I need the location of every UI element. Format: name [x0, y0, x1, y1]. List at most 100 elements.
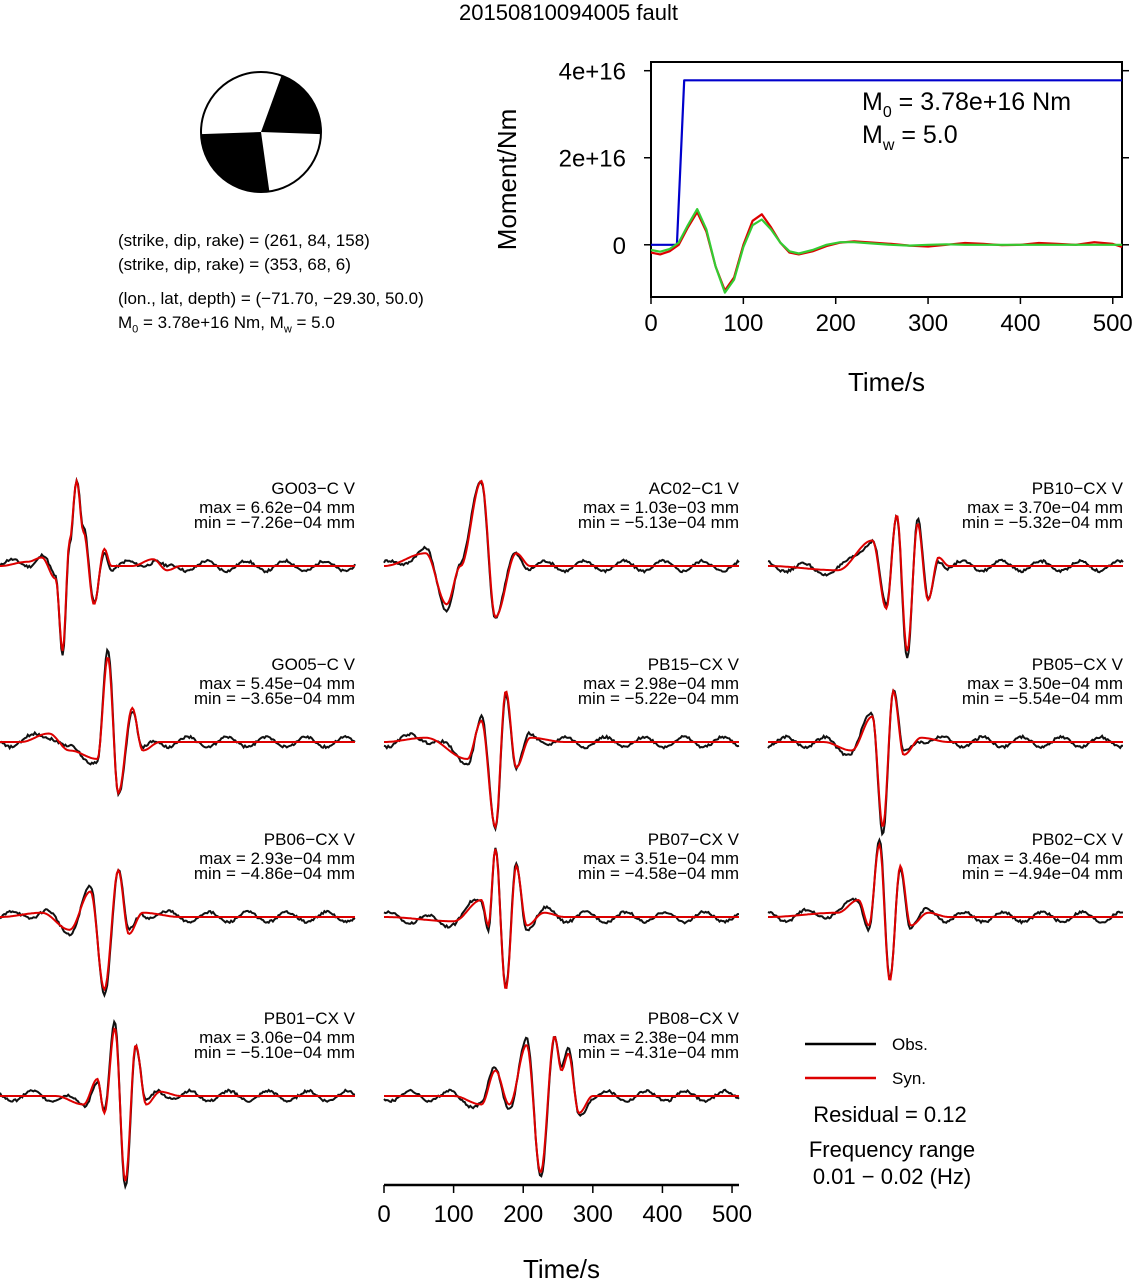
station-name: GO05−C V	[271, 655, 355, 674]
y-tick-label: 0	[613, 233, 626, 260]
legend-syn-label: Syn.	[892, 1069, 926, 1088]
frequency-range-value: 0.01 − 0.02 (Hz)	[813, 1164, 971, 1189]
waveform-legend: Obs. Syn. Residual = 0.12 Frequency range0.…	[805, 1035, 975, 1189]
series-line-2	[650, 208, 1122, 294]
x-tick-label: 0	[644, 310, 657, 337]
station-name: PB07−CX V	[648, 830, 740, 849]
time-axis-label: Time/s	[523, 1254, 600, 1281]
time-axis-tick-label: 500	[712, 1201, 752, 1228]
figure-title: 20150810094005 fault	[459, 0, 678, 25]
moment-magnitude-label: M0 = 3.78e+16 Nm, Mw = 5.0	[118, 313, 335, 336]
observed-trace	[383, 692, 740, 833]
station-name: PB08−CX V	[648, 1009, 740, 1028]
observed-trace	[767, 513, 1124, 659]
station-max: max = 5.45e−04 mm	[199, 674, 355, 693]
station-name: PB05−CX V	[1032, 655, 1124, 674]
observed-trace	[383, 847, 739, 987]
station-min: min = −5.32e−04 mm	[962, 513, 1123, 532]
synthetic-trace	[768, 841, 1123, 981]
station-name: GO03−C V	[271, 479, 355, 498]
synthetic-trace	[384, 479, 739, 619]
synthetic-trace	[0, 656, 355, 796]
x-tick-label: 400	[1000, 310, 1040, 337]
station-name: PB06−CX V	[264, 830, 356, 849]
station-min: min = −5.54e−04 mm	[962, 689, 1123, 708]
station-name: PB02−CX V	[1032, 830, 1124, 849]
compressional-quadrant	[201, 132, 270, 192]
synthetic-trace	[384, 848, 739, 990]
observed-trace	[767, 688, 1123, 837]
station-max: max = 1.03e−03 mm	[583, 498, 739, 517]
station-name: PB01−CX V	[264, 1009, 356, 1028]
station-min: min = −5.13e−04 mm	[578, 513, 739, 532]
location-label: (lon., lat, depth) = (−71.70, −29.30, 50…	[118, 289, 424, 308]
station-name: AC02−C1 V	[649, 479, 740, 498]
station-min: min = −4.31e−04 mm	[578, 1043, 739, 1062]
x-tick-label: 500	[1093, 310, 1133, 337]
time-axis-tick-label: 300	[573, 1201, 613, 1228]
synthetic-trace	[0, 477, 355, 652]
nodal-plane-1-label: (strike, dip, rake) = (261, 84, 158)	[118, 231, 370, 250]
station-max: max = 2.38e−04 mm	[583, 1028, 739, 1047]
series-line-0	[651, 79, 1122, 246]
residual-label: Residual = 0.12	[813, 1102, 967, 1127]
frequency-range-title: Frequency range	[809, 1137, 975, 1162]
synthetic-trace	[0, 1027, 355, 1182]
station-max: max = 3.50e−04 mm	[967, 674, 1123, 693]
station-max: max = 3.06e−04 mm	[199, 1028, 355, 1047]
time-axis-tick-label: 0	[377, 1201, 390, 1228]
synthetic-trace	[384, 690, 739, 830]
y-tick-label: 4e+16	[559, 59, 626, 86]
observed-trace	[0, 868, 356, 998]
annotation-mw: Mw = 5.0	[862, 121, 958, 154]
station-max: max = 3.46e−04 mm	[967, 849, 1123, 868]
y-tick-label: 2e+16	[559, 146, 626, 173]
observed-trace	[383, 1035, 740, 1178]
series-line-1	[650, 211, 1123, 292]
station-min: min = −7.26e−04 mm	[194, 513, 355, 532]
station-min: min = −5.10e−04 mm	[194, 1043, 355, 1062]
legend-obs-label: Obs.	[892, 1035, 928, 1054]
station-name: PB10−CX V	[1032, 479, 1124, 498]
compressional-quadrant	[261, 75, 321, 135]
station-max: max = 3.51e−04 mm	[583, 849, 739, 868]
synthetic-trace	[768, 688, 1123, 828]
station-max: max = 6.62e−04 mm	[199, 498, 355, 517]
station-min: min = −4.58e−04 mm	[578, 864, 739, 883]
station-min: min = −3.65e−04 mm	[194, 689, 355, 708]
x-tick-label: 300	[908, 310, 948, 337]
synthetic-trace	[768, 514, 1123, 652]
station-min: min = −5.22e−04 mm	[578, 689, 739, 708]
station-min: min = −4.86e−04 mm	[194, 864, 355, 883]
time-axis-tick-label: 400	[642, 1201, 682, 1228]
y-axis-label: Moment/Nm	[492, 109, 522, 251]
nodal-plane-2-label: (strike, dip, rake) = (353, 68, 6)	[118, 255, 351, 274]
synthetic-trace	[0, 868, 355, 992]
x-tick-label: 200	[816, 310, 856, 337]
observed-trace	[383, 480, 740, 619]
x-axis-label: Time/s	[848, 367, 925, 397]
observed-trace	[0, 1019, 356, 1190]
station-min: min = −4.94e−04 mm	[962, 864, 1123, 883]
observed-trace	[767, 837, 1123, 979]
focal-mechanism-beachball	[200, 71, 322, 193]
x-tick-label: 100	[723, 310, 763, 337]
station-max: max = 3.70e−04 mm	[967, 498, 1123, 517]
station-name: PB15−CX V	[648, 655, 740, 674]
synthetic-trace	[384, 1036, 739, 1173]
station-max: max = 2.98e−04 mm	[583, 674, 739, 693]
station-max: max = 2.93e−04 mm	[199, 849, 355, 868]
plot-frame	[650, 61, 1123, 298]
annotation-m0: M0 = 3.78e+16 Nm	[862, 88, 1071, 121]
